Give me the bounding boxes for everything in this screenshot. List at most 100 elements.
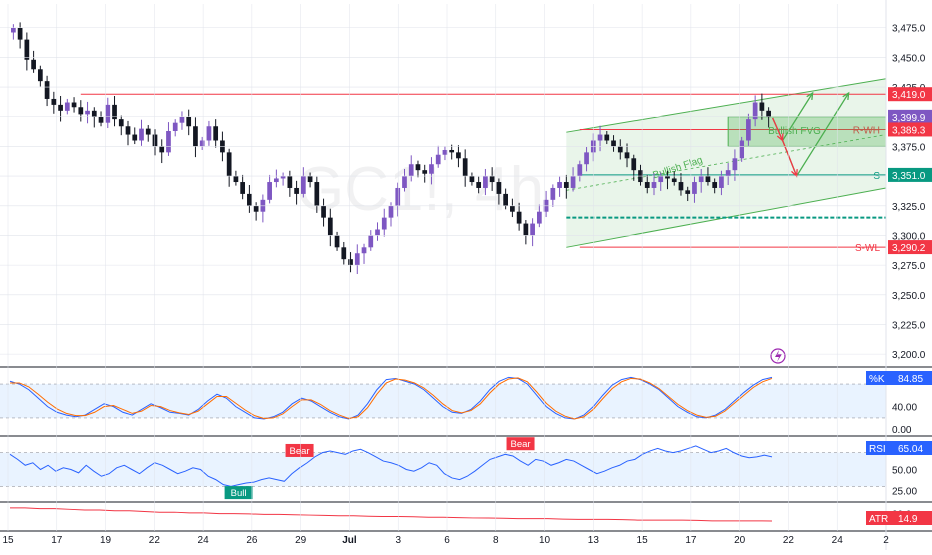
candle-body[interactable]: [71, 102, 77, 108]
candle-body[interactable]: [692, 182, 697, 194]
candle-body[interactable]: [658, 176, 664, 183]
candle-body[interactable]: [408, 164, 414, 177]
candle-body[interactable]: [193, 126, 198, 147]
candle-body[interactable]: [11, 27, 16, 33]
candle-body[interactable]: [489, 176, 495, 183]
candle-body[interactable]: [550, 187, 556, 200]
candle-body[interactable]: [233, 176, 239, 183]
candles-layer[interactable]: [11, 22, 771, 275]
candle-body[interactable]: [321, 205, 326, 218]
candle-body[interactable]: [381, 217, 387, 230]
candle-body[interactable]: [752, 102, 758, 120]
candle-body[interactable]: [698, 176, 704, 183]
candle-body[interactable]: [388, 205, 394, 218]
candle-body[interactable]: [375, 229, 380, 236]
price-badge[interactable]: [888, 122, 932, 137]
candle-body[interactable]: [712, 182, 718, 188]
candle-body[interactable]: [152, 134, 158, 147]
candle-body[interactable]: [98, 116, 104, 123]
candle-body[interactable]: [604, 134, 610, 141]
indicator-value-badge[interactable]: [866, 441, 932, 455]
candle-body[interactable]: [429, 164, 434, 174]
candle-body[interactable]: [145, 128, 151, 135]
lightning-icon[interactable]: [770, 348, 786, 364]
candle-body[interactable]: [651, 182, 657, 188]
candle-body[interactable]: [58, 104, 63, 111]
candle-body[interactable]: [44, 81, 50, 99]
candle-body[interactable]: [354, 253, 360, 266]
candle-body[interactable]: [105, 104, 111, 123]
candle-body[interactable]: [422, 170, 428, 174]
candle-body[interactable]: [435, 154, 441, 165]
candle-body[interactable]: [739, 140, 745, 159]
indicator-value-badge[interactable]: [866, 371, 932, 385]
candle-body[interactable]: [361, 247, 367, 254]
candle-body[interactable]: [671, 178, 677, 183]
candle-body[interactable]: [719, 176, 724, 188]
price-badge[interactable]: [888, 167, 932, 182]
candle-body[interactable]: [415, 164, 421, 171]
candle-body[interactable]: [516, 211, 522, 224]
indicator-value-badge[interactable]: [866, 511, 932, 525]
candle-body[interactable]: [557, 182, 562, 188]
candle-body[interactable]: [759, 102, 765, 111]
candle-body[interactable]: [327, 217, 333, 236]
candle-body[interactable]: [611, 140, 616, 147]
candle-body[interactable]: [159, 146, 165, 153]
candle-body[interactable]: [125, 126, 131, 135]
candle-body[interactable]: [31, 59, 36, 70]
candle-body[interactable]: [199, 140, 205, 147]
candle-body[interactable]: [469, 176, 475, 183]
candle-body[interactable]: [166, 130, 171, 153]
candle-body[interactable]: [274, 178, 279, 183]
badges-layer[interactable]: %K 84.85 RSI 65.04 ATR 14.9 3,419.0 3,399.93,38…: [866, 87, 932, 525]
candle-body[interactable]: [348, 259, 353, 266]
candle-body[interactable]: [179, 116, 185, 123]
candle-body[interactable]: [112, 104, 117, 120]
candle-body[interactable]: [24, 39, 30, 60]
candle-body[interactable]: [530, 223, 535, 236]
candle-body[interactable]: [665, 176, 670, 179]
candle-body[interactable]: [172, 122, 178, 131]
candle-body[interactable]: [64, 102, 70, 111]
candle-body[interactable]: [577, 164, 583, 177]
candle-body[interactable]: [496, 182, 502, 194]
candle-body[interactable]: [503, 193, 508, 206]
candle-body[interactable]: [510, 205, 515, 212]
candle-body[interactable]: [186, 116, 192, 127]
candle-body[interactable]: [51, 98, 57, 105]
candle-body[interactable]: [725, 170, 731, 177]
candle-body[interactable]: [341, 247, 347, 260]
candle-body[interactable]: [597, 134, 603, 141]
candle-body[interactable]: [395, 187, 401, 206]
candle-body[interactable]: [334, 235, 340, 248]
price-badge[interactable]: [888, 240, 932, 255]
candle-body[interactable]: [705, 176, 711, 183]
candle-body[interactable]: [617, 146, 623, 153]
candle-body[interactable]: [624, 152, 630, 159]
candle-body[interactable]: [766, 110, 771, 117]
candle-body[interactable]: [78, 107, 84, 115]
price-badge[interactable]: [888, 87, 932, 102]
candle-body[interactable]: [139, 128, 144, 141]
candle-body[interactable]: [570, 176, 576, 188]
candle-body[interactable]: [307, 176, 313, 183]
candle-body[interactable]: [563, 182, 569, 188]
candle-body[interactable]: [280, 176, 286, 179]
candle-body[interactable]: [678, 182, 684, 191]
candle-body[interactable]: [449, 149, 455, 153]
candle-body[interactable]: [456, 152, 461, 159]
candle-body[interactable]: [91, 110, 97, 117]
price-badge[interactable]: [888, 109, 932, 124]
candle-body[interactable]: [523, 223, 529, 236]
candle-body[interactable]: [631, 158, 637, 171]
candle-body[interactable]: [287, 176, 293, 188]
candle-body[interactable]: [85, 110, 90, 115]
candle-body[interactable]: [206, 126, 212, 141]
candle-body[interactable]: [213, 126, 219, 141]
candle-body[interactable]: [17, 27, 23, 40]
candle-body[interactable]: [247, 193, 252, 206]
candle-body[interactable]: [732, 158, 738, 171]
candle-body[interactable]: [314, 182, 320, 206]
candle-body[interactable]: [746, 119, 751, 141]
